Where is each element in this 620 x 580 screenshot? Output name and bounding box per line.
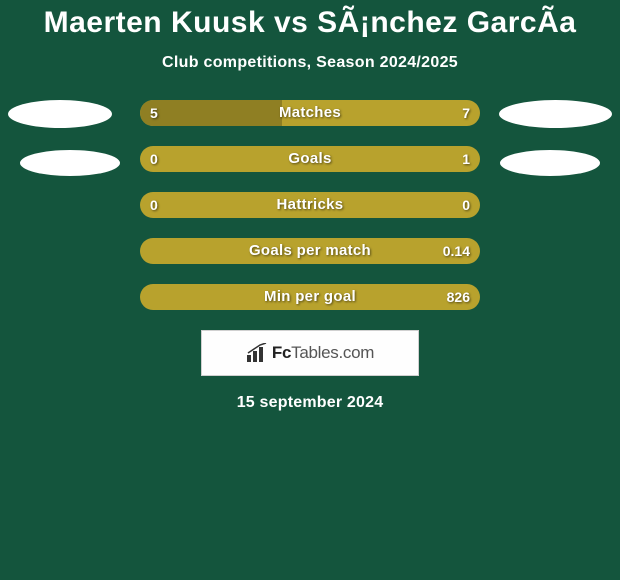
logo-text-tables: Tables <box>291 343 338 362</box>
stat-bar <box>140 146 480 172</box>
stat-row: Min per goal826 <box>0 284 620 310</box>
avatar-ellipse <box>500 150 600 176</box>
fctables-logo[interactable]: FcTables.com <box>201 330 419 376</box>
stat-bar <box>140 192 480 218</box>
date-text: 15 september 2024 <box>0 394 620 412</box>
avatar-ellipse <box>499 100 612 128</box>
bar-chart-icon <box>246 343 268 363</box>
logo-text: FcTables.com <box>272 343 374 363</box>
stat-bar-left-fill <box>140 100 282 126</box>
stat-row: Hattricks00 <box>0 192 620 218</box>
avatar-ellipse <box>8 100 112 128</box>
stat-row: Goals per match0.14 <box>0 238 620 264</box>
comparison-chart: Matches57Goals01Hattricks00Goals per mat… <box>0 100 620 310</box>
logo-text-fc: Fc <box>272 343 291 362</box>
stat-bar <box>140 284 480 310</box>
stat-bar <box>140 100 480 126</box>
page-title: Maerten Kuusk vs SÃ¡nchez GarcÃ­a <box>0 0 620 40</box>
avatar-ellipse <box>20 150 120 176</box>
stat-bar <box>140 238 480 264</box>
subtitle: Club competitions, Season 2024/2025 <box>0 54 620 72</box>
logo-text-com: .com <box>338 343 374 362</box>
